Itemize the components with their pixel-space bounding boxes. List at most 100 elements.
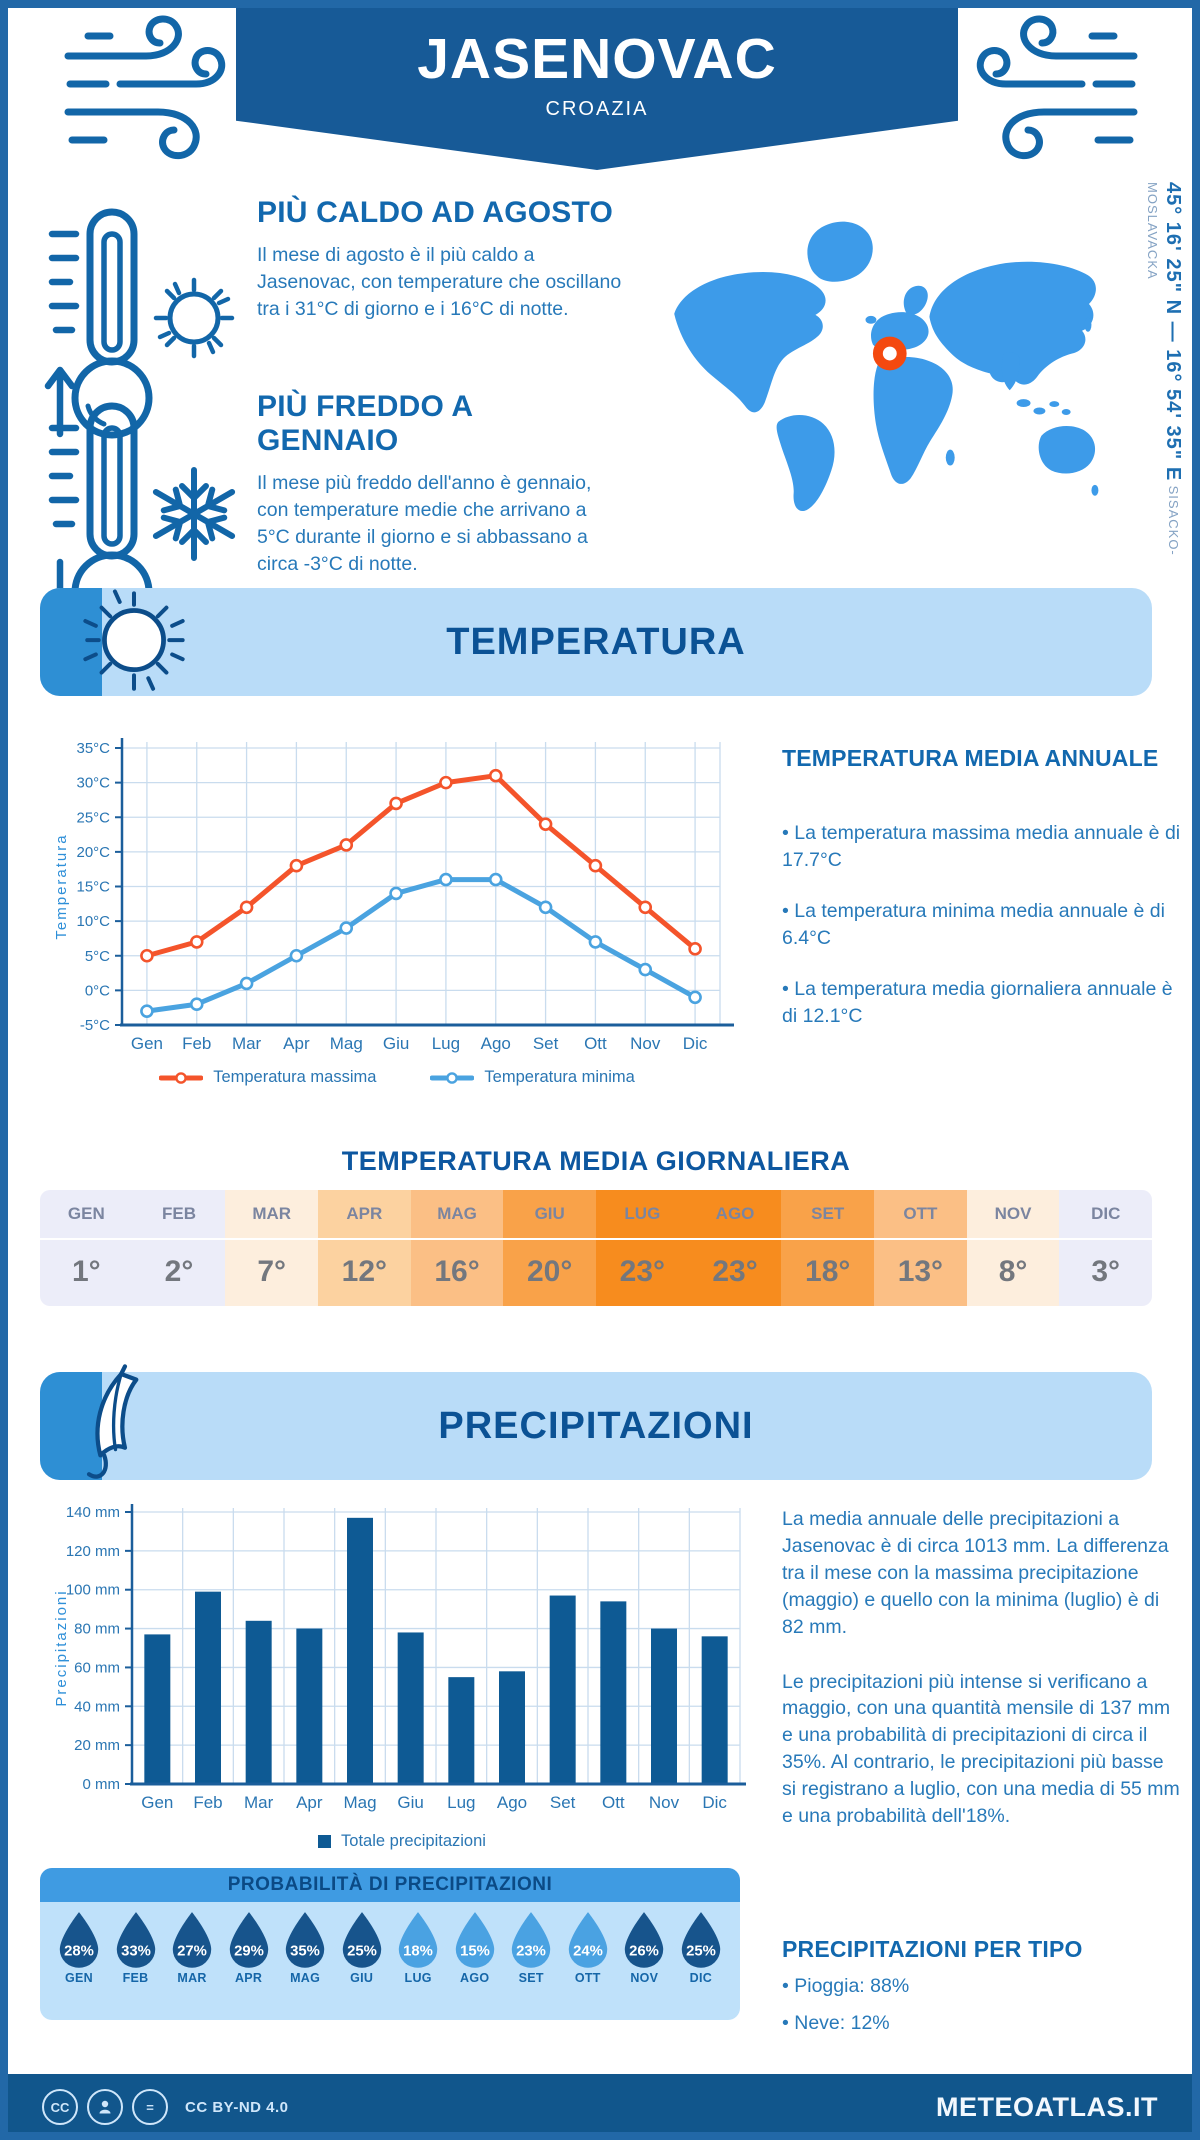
svg-text:Mag: Mag bbox=[343, 1793, 376, 1812]
table-month-label: GEN bbox=[67, 1204, 105, 1223]
legend-swatch bbox=[318, 1835, 332, 1848]
temperature-chart: -5°C 0°C 5°C 10°C 15°C 20°C 25°C 30°C 35°C Gen Feb… bbox=[52, 722, 742, 1062]
svg-text:Ott: Ott bbox=[584, 1034, 607, 1053]
svg-text:60 mm: 60 mm bbox=[74, 1659, 120, 1676]
table-month-label: OTT bbox=[903, 1204, 938, 1223]
table-temperature-value: 2° bbox=[132, 1238, 226, 1306]
svg-text:10°C: 10°C bbox=[76, 913, 110, 930]
precipitation-section-band: PRECIPITAZIONI bbox=[40, 1364, 1152, 1480]
svg-text:-5°C: -5°C bbox=[80, 1017, 110, 1034]
temperature-section-title: TEMPERATURA bbox=[446, 621, 746, 663]
table-column-lug: LUG 23° bbox=[596, 1190, 689, 1306]
svg-text:Feb: Feb bbox=[193, 1793, 222, 1812]
sun-icon bbox=[72, 580, 196, 709]
table-month-label: AGO bbox=[715, 1204, 755, 1223]
svg-text:Feb: Feb bbox=[182, 1034, 211, 1053]
license-label: CC BY-ND 4.0 bbox=[185, 2098, 289, 2116]
hottest-month-title: PIÙ CALDO AD AGOSTO bbox=[257, 196, 614, 229]
table-month-label: MAR bbox=[252, 1204, 292, 1223]
legend-item: Temperatura massima bbox=[159, 1068, 376, 1087]
svg-text:40 mm: 40 mm bbox=[74, 1698, 120, 1715]
probability-droplet-ago: 15% AGO bbox=[448, 1910, 502, 1985]
table-temperature-value: 7° bbox=[225, 1238, 319, 1306]
rain-share: • Pioggia: 88% bbox=[782, 1975, 910, 1997]
site-name: METEOATLAS.IT bbox=[936, 2091, 1158, 2122]
annual-bullet: • La temperatura minima media annuale è … bbox=[782, 899, 1165, 949]
table-column-giu: GIU 20° bbox=[503, 1190, 597, 1306]
table-column-mar: MAR 7° bbox=[225, 1190, 319, 1306]
svg-text:140 mm: 140 mm bbox=[66, 1504, 120, 1521]
region-text: SISACKO-MOSLAVACKA bbox=[1145, 182, 1181, 556]
precipitation-section-title: PRECIPITAZIONI bbox=[438, 1405, 754, 1447]
droplet-month-label: GEN bbox=[65, 1971, 93, 1985]
svg-text:Set: Set bbox=[533, 1034, 559, 1053]
table-month-label: DIC bbox=[1091, 1204, 1121, 1223]
table-temperature-value: 20° bbox=[503, 1238, 597, 1306]
location-marker bbox=[872, 336, 907, 371]
legend-item: Temperatura minima bbox=[430, 1068, 635, 1087]
probability-droplet-lug: 18% LUG bbox=[391, 1910, 445, 1985]
precipitation-paragraph: La media annuale delle precipitazioni a … bbox=[782, 1508, 1169, 1638]
equals-icon: = bbox=[132, 2089, 168, 2125]
probability-droplet-feb: 33% FEB bbox=[109, 1910, 163, 1985]
coldest-month-block: PIÙ FREDDO A GENNAIO Il mese più freddo … bbox=[42, 390, 622, 633]
probability-droplet-nov: 26% NOV bbox=[617, 1910, 671, 1985]
svg-text:Set: Set bbox=[550, 1793, 576, 1812]
table-temperature-value: 23° bbox=[596, 1238, 689, 1306]
cc-icon: CC bbox=[42, 2089, 78, 2125]
droplet-month-label: AGO bbox=[460, 1971, 490, 1985]
table-column-nov: NOV 8° bbox=[966, 1190, 1060, 1306]
hottest-month-text: Il mese di agosto è il più caldo a Jasen… bbox=[257, 244, 622, 320]
legend-label: Totale precipitazioni bbox=[341, 1832, 486, 1850]
continents bbox=[674, 221, 1099, 512]
svg-text:Apr: Apr bbox=[296, 1793, 323, 1812]
table-column-set: SET 18° bbox=[781, 1190, 875, 1306]
table-column-apr: APR 12° bbox=[318, 1190, 411, 1306]
hottest-month-block: PIÙ CALDO AD AGOSTO Il mese di agosto è … bbox=[42, 196, 622, 439]
annual-temperature-title: TEMPERATURA MEDIA ANNUALE bbox=[782, 745, 1159, 771]
svg-text:26%: 26% bbox=[629, 1943, 659, 1959]
svg-text:Lug: Lug bbox=[432, 1034, 460, 1053]
footer-bar: CC = CC BY-ND 4.0 METEOATLAS.IT bbox=[0, 2074, 1200, 2140]
table-month-label: APR bbox=[346, 1204, 383, 1223]
probability-droplet-ott: 24% OTT bbox=[561, 1910, 615, 1985]
table-column-mag: MAG 16° bbox=[410, 1190, 504, 1306]
svg-text:Precipitazioni: Precipitazioni bbox=[53, 1589, 70, 1706]
snow-share: • Neve: 12% bbox=[782, 2011, 890, 2034]
droplet-month-label: FEB bbox=[122, 1971, 149, 1985]
table-temperature-value: 1° bbox=[40, 1238, 133, 1306]
svg-text:33%: 33% bbox=[121, 1943, 151, 1959]
thermometer-hot-icon bbox=[42, 206, 247, 441]
probability-droplet-set: 23% SET bbox=[504, 1910, 558, 1985]
probability-droplets: 28% GEN 33% FEB 27% MAR 29% APR 35% MAG 25% GIU 18% L… bbox=[40, 1902, 740, 1985]
probability-droplet-giu: 25% GIU bbox=[335, 1910, 389, 1985]
precipitation-chart-legend: Totale precipitazioni bbox=[52, 1832, 752, 1851]
svg-text:Giu: Giu bbox=[383, 1034, 409, 1053]
svg-text:Mag: Mag bbox=[330, 1034, 363, 1053]
annual-bullet: • La temperatura media giornaliera annua… bbox=[782, 977, 1173, 1027]
svg-text:35%: 35% bbox=[290, 1943, 320, 1959]
coordinates-text: 45° 16' 25" N — 16° 54' 35" E bbox=[1162, 182, 1184, 482]
probability-droplet-mag: 35% MAG bbox=[278, 1910, 332, 1985]
table-temperature-value: 12° bbox=[318, 1238, 411, 1306]
table-month-label: FEB bbox=[162, 1204, 196, 1223]
svg-text:20°C: 20°C bbox=[76, 844, 110, 861]
svg-text:18%: 18% bbox=[403, 1943, 433, 1959]
page-subtitle: CROAZIA bbox=[545, 98, 649, 120]
wind-icon bbox=[48, 14, 238, 164]
table-month-label: GIU bbox=[534, 1204, 565, 1223]
person-icon bbox=[87, 2089, 123, 2125]
band-accent-strip bbox=[40, 1372, 102, 1480]
table-temperature-value: 23° bbox=[688, 1238, 782, 1306]
svg-text:30°C: 30°C bbox=[76, 775, 110, 792]
table-month-label: SET bbox=[811, 1204, 845, 1223]
svg-text:27%: 27% bbox=[177, 1943, 207, 1959]
table-column-feb: FEB 2° bbox=[132, 1190, 226, 1306]
table-month-label: NOV bbox=[994, 1204, 1032, 1223]
annual-temperature-block: TEMPERATURA MEDIA ANNUALE • La temperatu… bbox=[782, 745, 1182, 1053]
svg-text:0°C: 0°C bbox=[85, 982, 110, 999]
license-block: CC = CC BY-ND 4.0 bbox=[42, 2089, 289, 2125]
svg-text:25°C: 25°C bbox=[76, 809, 110, 826]
table-column-ago: AGO 23° bbox=[688, 1190, 782, 1306]
droplet-month-label: DIC bbox=[689, 1971, 713, 1985]
